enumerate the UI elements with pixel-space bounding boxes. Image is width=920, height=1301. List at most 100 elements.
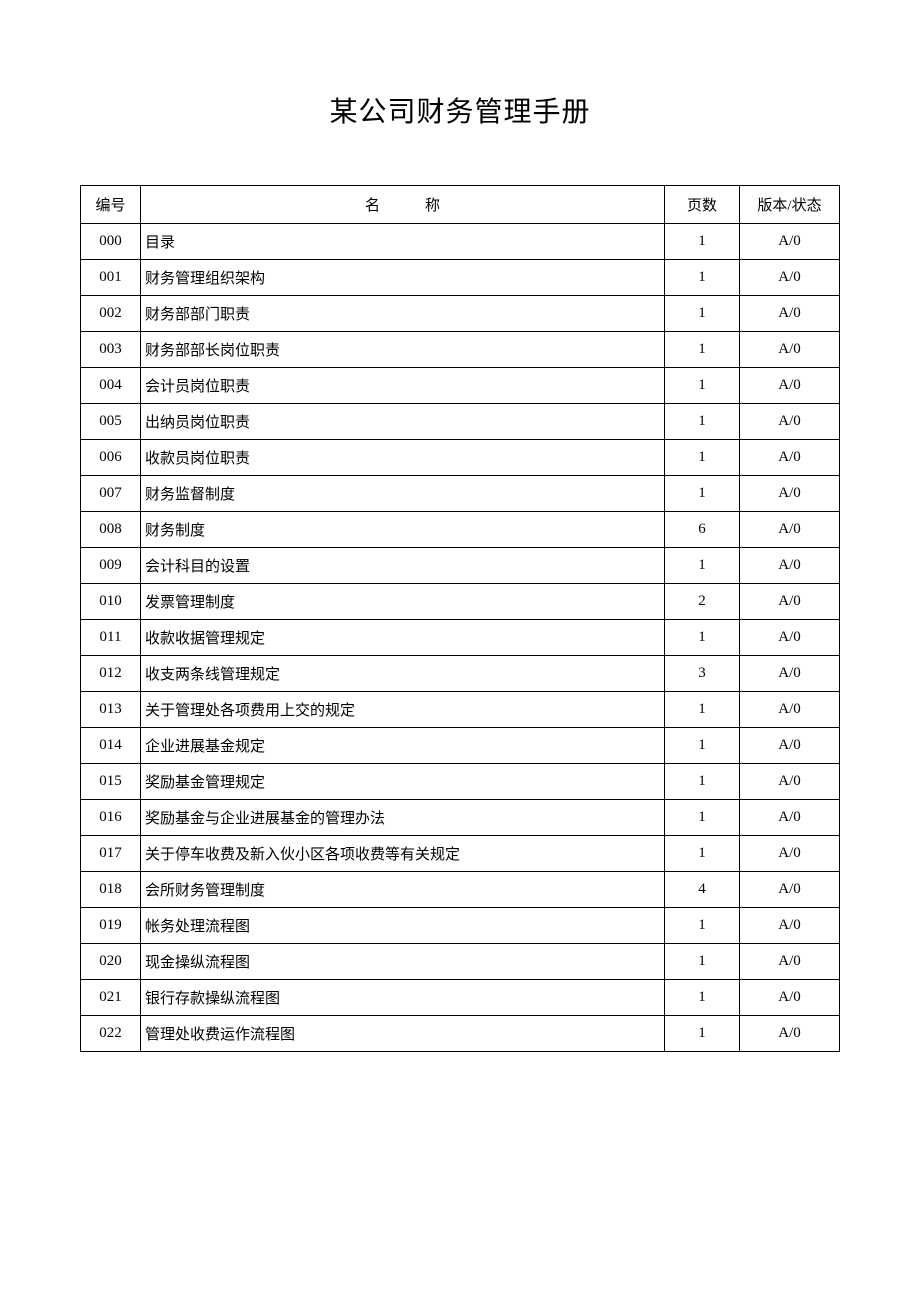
table-row: 007财务监督制度1A/0	[81, 476, 840, 512]
cell-id: 021	[81, 980, 141, 1016]
table-row: 015奖励基金管理规定1A/0	[81, 764, 840, 800]
table-row: 009会计科目的设置1A/0	[81, 548, 840, 584]
table-row: 006收款员岗位职责1A/0	[81, 440, 840, 476]
cell-version: A/0	[740, 1016, 840, 1052]
table-header-row: 编号 名 称 页数 版本/状态	[81, 186, 840, 224]
cell-version: A/0	[740, 656, 840, 692]
header-version: 版本/状态	[740, 186, 840, 224]
cell-name: 现金操纵流程图	[141, 944, 665, 980]
cell-name: 财务部部门职责	[141, 296, 665, 332]
cell-pages: 1	[665, 548, 740, 584]
cell-name: 奖励基金管理规定	[141, 764, 665, 800]
table-row: 011收款收据管理规定1A/0	[81, 620, 840, 656]
table-row: 000目录1A/0	[81, 224, 840, 260]
table-row: 022管理处收费运作流程图1A/0	[81, 1016, 840, 1052]
table-row: 018会所财务管理制度4A/0	[81, 872, 840, 908]
cell-id: 008	[81, 512, 141, 548]
cell-pages: 1	[665, 260, 740, 296]
cell-name: 关于停车收费及新入伙小区各项收费等有关规定	[141, 836, 665, 872]
table-row: 014企业进展基金规定1A/0	[81, 728, 840, 764]
cell-version: A/0	[740, 584, 840, 620]
cell-pages: 1	[665, 944, 740, 980]
table-body: 000目录1A/0001财务管理组织架构1A/0002财务部部门职责1A/000…	[81, 224, 840, 1052]
table-row: 005出纳员岗位职责1A/0	[81, 404, 840, 440]
cell-name: 会计员岗位职责	[141, 368, 665, 404]
cell-pages: 1	[665, 728, 740, 764]
table-row: 001财务管理组织架构1A/0	[81, 260, 840, 296]
cell-id: 005	[81, 404, 141, 440]
cell-pages: 1	[665, 620, 740, 656]
cell-pages: 1	[665, 908, 740, 944]
document-title: 某公司财务管理手册	[80, 90, 840, 130]
table-row: 019帐务处理流程图1A/0	[81, 908, 840, 944]
header-id: 编号	[81, 186, 141, 224]
cell-version: A/0	[740, 800, 840, 836]
cell-name: 收支两条线管理规定	[141, 656, 665, 692]
cell-version: A/0	[740, 260, 840, 296]
cell-name: 收款员岗位职责	[141, 440, 665, 476]
cell-version: A/0	[740, 224, 840, 260]
cell-pages: 3	[665, 656, 740, 692]
table-row: 008财务制度6A/0	[81, 512, 840, 548]
cell-id: 011	[81, 620, 141, 656]
cell-name: 帐务处理流程图	[141, 908, 665, 944]
cell-id: 013	[81, 692, 141, 728]
cell-name: 目录	[141, 224, 665, 260]
cell-version: A/0	[740, 980, 840, 1016]
cell-version: A/0	[740, 548, 840, 584]
cell-pages: 1	[665, 368, 740, 404]
cell-version: A/0	[740, 836, 840, 872]
cell-pages: 1	[665, 836, 740, 872]
cell-version: A/0	[740, 404, 840, 440]
cell-pages: 1	[665, 692, 740, 728]
cell-pages: 1	[665, 404, 740, 440]
cell-name: 财务部部长岗位职责	[141, 332, 665, 368]
cell-pages: 1	[665, 440, 740, 476]
cell-id: 017	[81, 836, 141, 872]
cell-pages: 1	[665, 296, 740, 332]
table-row: 016奖励基金与企业进展基金的管理办法1A/0	[81, 800, 840, 836]
cell-id: 001	[81, 260, 141, 296]
cell-name: 奖励基金与企业进展基金的管理办法	[141, 800, 665, 836]
cell-version: A/0	[740, 440, 840, 476]
cell-pages: 1	[665, 476, 740, 512]
header-pages: 页数	[665, 186, 740, 224]
cell-name: 关于管理处各项费用上交的规定	[141, 692, 665, 728]
cell-version: A/0	[740, 764, 840, 800]
table-row: 012收支两条线管理规定3A/0	[81, 656, 840, 692]
cell-id: 006	[81, 440, 141, 476]
cell-id: 019	[81, 908, 141, 944]
cell-pages: 2	[665, 584, 740, 620]
cell-id: 012	[81, 656, 141, 692]
cell-id: 014	[81, 728, 141, 764]
cell-version: A/0	[740, 872, 840, 908]
cell-name: 会计科目的设置	[141, 548, 665, 584]
cell-id: 000	[81, 224, 141, 260]
cell-pages: 1	[665, 764, 740, 800]
table-row: 003财务部部长岗位职责1A/0	[81, 332, 840, 368]
cell-name: 银行存款操纵流程图	[141, 980, 665, 1016]
cell-version: A/0	[740, 368, 840, 404]
cell-version: A/0	[740, 908, 840, 944]
cell-id: 015	[81, 764, 141, 800]
cell-version: A/0	[740, 692, 840, 728]
cell-version: A/0	[740, 728, 840, 764]
cell-name: 出纳员岗位职责	[141, 404, 665, 440]
cell-pages: 1	[665, 1016, 740, 1052]
table-row: 020现金操纵流程图1A/0	[81, 944, 840, 980]
cell-id: 016	[81, 800, 141, 836]
cell-id: 009	[81, 548, 141, 584]
cell-pages: 1	[665, 980, 740, 1016]
cell-version: A/0	[740, 620, 840, 656]
cell-id: 003	[81, 332, 141, 368]
cell-pages: 6	[665, 512, 740, 548]
table-row: 013关于管理处各项费用上交的规定1A/0	[81, 692, 840, 728]
cell-pages: 1	[665, 800, 740, 836]
cell-name: 财务管理组织架构	[141, 260, 665, 296]
cell-id: 018	[81, 872, 141, 908]
cell-id: 004	[81, 368, 141, 404]
cell-version: A/0	[740, 296, 840, 332]
table-row: 010发票管理制度2A/0	[81, 584, 840, 620]
cell-pages: 1	[665, 224, 740, 260]
cell-id: 022	[81, 1016, 141, 1052]
